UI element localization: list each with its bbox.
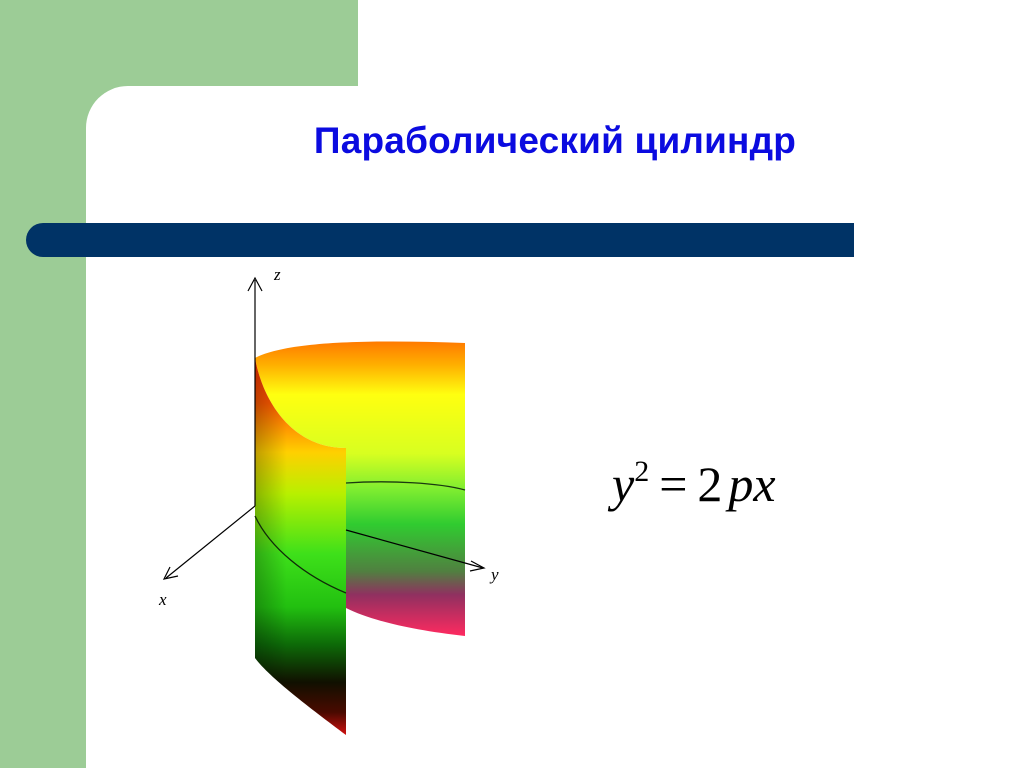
formula-lhs-var: y	[612, 456, 635, 512]
x-axis-label: x	[158, 590, 167, 609]
slide-panel	[86, 86, 1024, 768]
cylinder-back-surface	[255, 341, 465, 636]
formula-rhs-var-x: x	[753, 456, 776, 512]
trace-curve-back	[345, 481, 466, 491]
formula-rhs-var-p: p	[728, 456, 754, 512]
formula: y2 = 2 px	[612, 455, 776, 525]
parabolic-cylinder-figure: z x y	[158, 265, 499, 735]
formula-coefficient: 2	[697, 456, 723, 512]
formula-equals: =	[659, 456, 688, 512]
formula-lhs-exponent: 2	[634, 455, 650, 489]
slide-title: Параболический цилиндр	[313, 120, 797, 161]
y-axis	[345, 529, 484, 569]
x-axis-arrow-icon	[162, 566, 179, 580]
y-axis-arrow-icon	[469, 560, 486, 572]
z-axis-arrow-icon	[247, 276, 263, 292]
z-axis-label: z	[273, 265, 281, 284]
x-axis	[165, 505, 256, 579]
trace-curve-front	[254, 515, 347, 594]
title-underline-bar	[26, 223, 854, 257]
slide-corner	[358, 0, 1024, 86]
y-axis-label: y	[489, 565, 499, 584]
